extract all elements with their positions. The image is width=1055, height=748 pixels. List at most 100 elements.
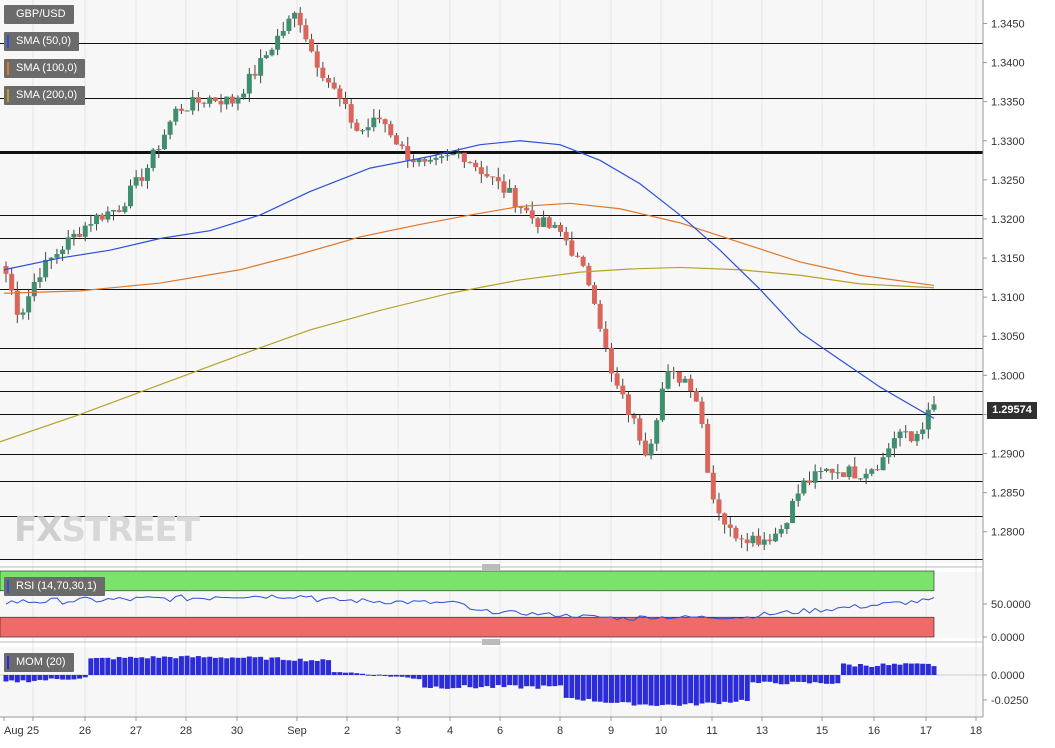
mom-bar bbox=[631, 675, 637, 706]
mom-bar bbox=[382, 675, 388, 676]
mom-bar bbox=[150, 656, 156, 675]
candle-down bbox=[382, 119, 388, 125]
candle-up bbox=[507, 187, 513, 193]
mom-bar bbox=[156, 657, 162, 675]
candle-up bbox=[48, 257, 54, 260]
candle-down bbox=[139, 177, 145, 181]
fxstreet-watermark: FXSTREET bbox=[14, 510, 200, 550]
mom-bar bbox=[914, 663, 920, 675]
mom-bar bbox=[625, 675, 631, 703]
current-price-tag: 1.29574 bbox=[987, 402, 1037, 419]
x-tick-label: Aug bbox=[4, 725, 24, 737]
rsi-legend[interactable]: RSI (14,70,30,1) bbox=[4, 577, 105, 596]
candle-up bbox=[275, 35, 281, 50]
candle-up bbox=[258, 58, 264, 76]
candle-down bbox=[699, 401, 705, 424]
mom-bar bbox=[546, 675, 552, 687]
y-tick-label: 1.2900 bbox=[991, 449, 1025, 461]
rsi-swatch bbox=[7, 580, 9, 593]
mom-bar bbox=[292, 660, 298, 675]
sma50-swatch bbox=[7, 35, 9, 48]
mom-bar bbox=[201, 657, 207, 675]
candle-up bbox=[897, 431, 903, 439]
candle-up bbox=[812, 471, 818, 483]
candle-down bbox=[297, 12, 303, 26]
candle-down bbox=[676, 371, 682, 383]
mom-bar bbox=[620, 675, 626, 703]
sma200-swatch bbox=[7, 89, 9, 102]
mom-bar bbox=[563, 675, 569, 698]
mom-bar bbox=[722, 675, 728, 702]
candle-up bbox=[133, 177, 139, 186]
mom-bar bbox=[541, 675, 547, 686]
candle-up bbox=[37, 277, 43, 282]
mom-bar bbox=[343, 672, 349, 675]
mom-bar bbox=[297, 658, 303, 675]
x-tick-label: 30 bbox=[231, 725, 243, 737]
mom-bar bbox=[925, 663, 931, 675]
y-tick-label: 1.2850 bbox=[991, 488, 1025, 500]
x-tick-label: 9 bbox=[608, 725, 614, 737]
mom-bar bbox=[908, 663, 914, 675]
candle-down bbox=[671, 371, 677, 373]
mom-bar bbox=[603, 675, 609, 703]
mom-bar bbox=[139, 657, 145, 675]
candle-up bbox=[778, 529, 784, 534]
mom-bar bbox=[586, 675, 592, 699]
rsi-tick-label: 0.0000 bbox=[991, 632, 1025, 644]
y-tick-label: 1.3350 bbox=[991, 97, 1025, 109]
candle-down bbox=[558, 224, 564, 232]
candle-up bbox=[823, 468, 829, 472]
mom-bar bbox=[575, 675, 581, 700]
candle-up bbox=[280, 30, 286, 36]
candle-up bbox=[552, 224, 558, 228]
mom-bar bbox=[65, 675, 71, 680]
candle-up bbox=[167, 121, 173, 135]
mom-bar bbox=[852, 666, 858, 675]
mom-bar bbox=[365, 674, 371, 676]
candle-down bbox=[410, 160, 416, 163]
mom-bar bbox=[190, 657, 196, 675]
mom-bar bbox=[756, 675, 762, 684]
y-tick-label: 1.3300 bbox=[991, 136, 1025, 148]
mom-bar bbox=[37, 675, 43, 680]
mom-bar bbox=[931, 666, 937, 675]
candle-down bbox=[484, 174, 490, 177]
mom-bar bbox=[761, 675, 767, 682]
candle-up bbox=[835, 472, 841, 474]
instrument-legend[interactable]: GBP/USD bbox=[4, 5, 74, 24]
mom-bar bbox=[127, 656, 133, 675]
mom-legend[interactable]: MOM (20) bbox=[4, 653, 74, 672]
candle-up bbox=[903, 431, 909, 433]
candle-down bbox=[807, 480, 813, 483]
candle-up bbox=[292, 12, 298, 19]
candle-up bbox=[54, 254, 60, 258]
sma100-line bbox=[3, 202, 935, 294]
x-tick-label: 26 bbox=[79, 725, 91, 737]
mom-bar bbox=[359, 673, 365, 675]
candle-down bbox=[201, 102, 207, 104]
candle-down bbox=[461, 152, 467, 163]
candle-up bbox=[891, 438, 897, 449]
mom-bar bbox=[433, 675, 439, 687]
candle-up bbox=[65, 237, 71, 250]
sma200-legend[interactable]: SMA (200,0) bbox=[4, 86, 86, 105]
x-tick-label: 25 bbox=[27, 725, 39, 737]
mom-bar bbox=[405, 675, 411, 678]
candle-up bbox=[416, 159, 422, 163]
x-tick-label: 6 bbox=[497, 725, 503, 737]
mom-bar bbox=[891, 663, 897, 675]
candle-up bbox=[269, 49, 275, 56]
candle-down bbox=[874, 469, 880, 471]
mom-bar bbox=[524, 675, 530, 687]
candle-down bbox=[495, 177, 501, 182]
sma100-legend[interactable]: SMA (100,0) bbox=[4, 59, 86, 78]
candle-down bbox=[501, 181, 507, 193]
candle-down bbox=[490, 176, 496, 178]
mom-bar bbox=[376, 674, 382, 676]
sma50-legend[interactable]: SMA (50,0) bbox=[4, 32, 80, 51]
candle-up bbox=[886, 448, 892, 458]
x-tick-label: Sep bbox=[287, 725, 307, 737]
candle-down bbox=[580, 256, 586, 266]
candle-down bbox=[840, 472, 846, 477]
